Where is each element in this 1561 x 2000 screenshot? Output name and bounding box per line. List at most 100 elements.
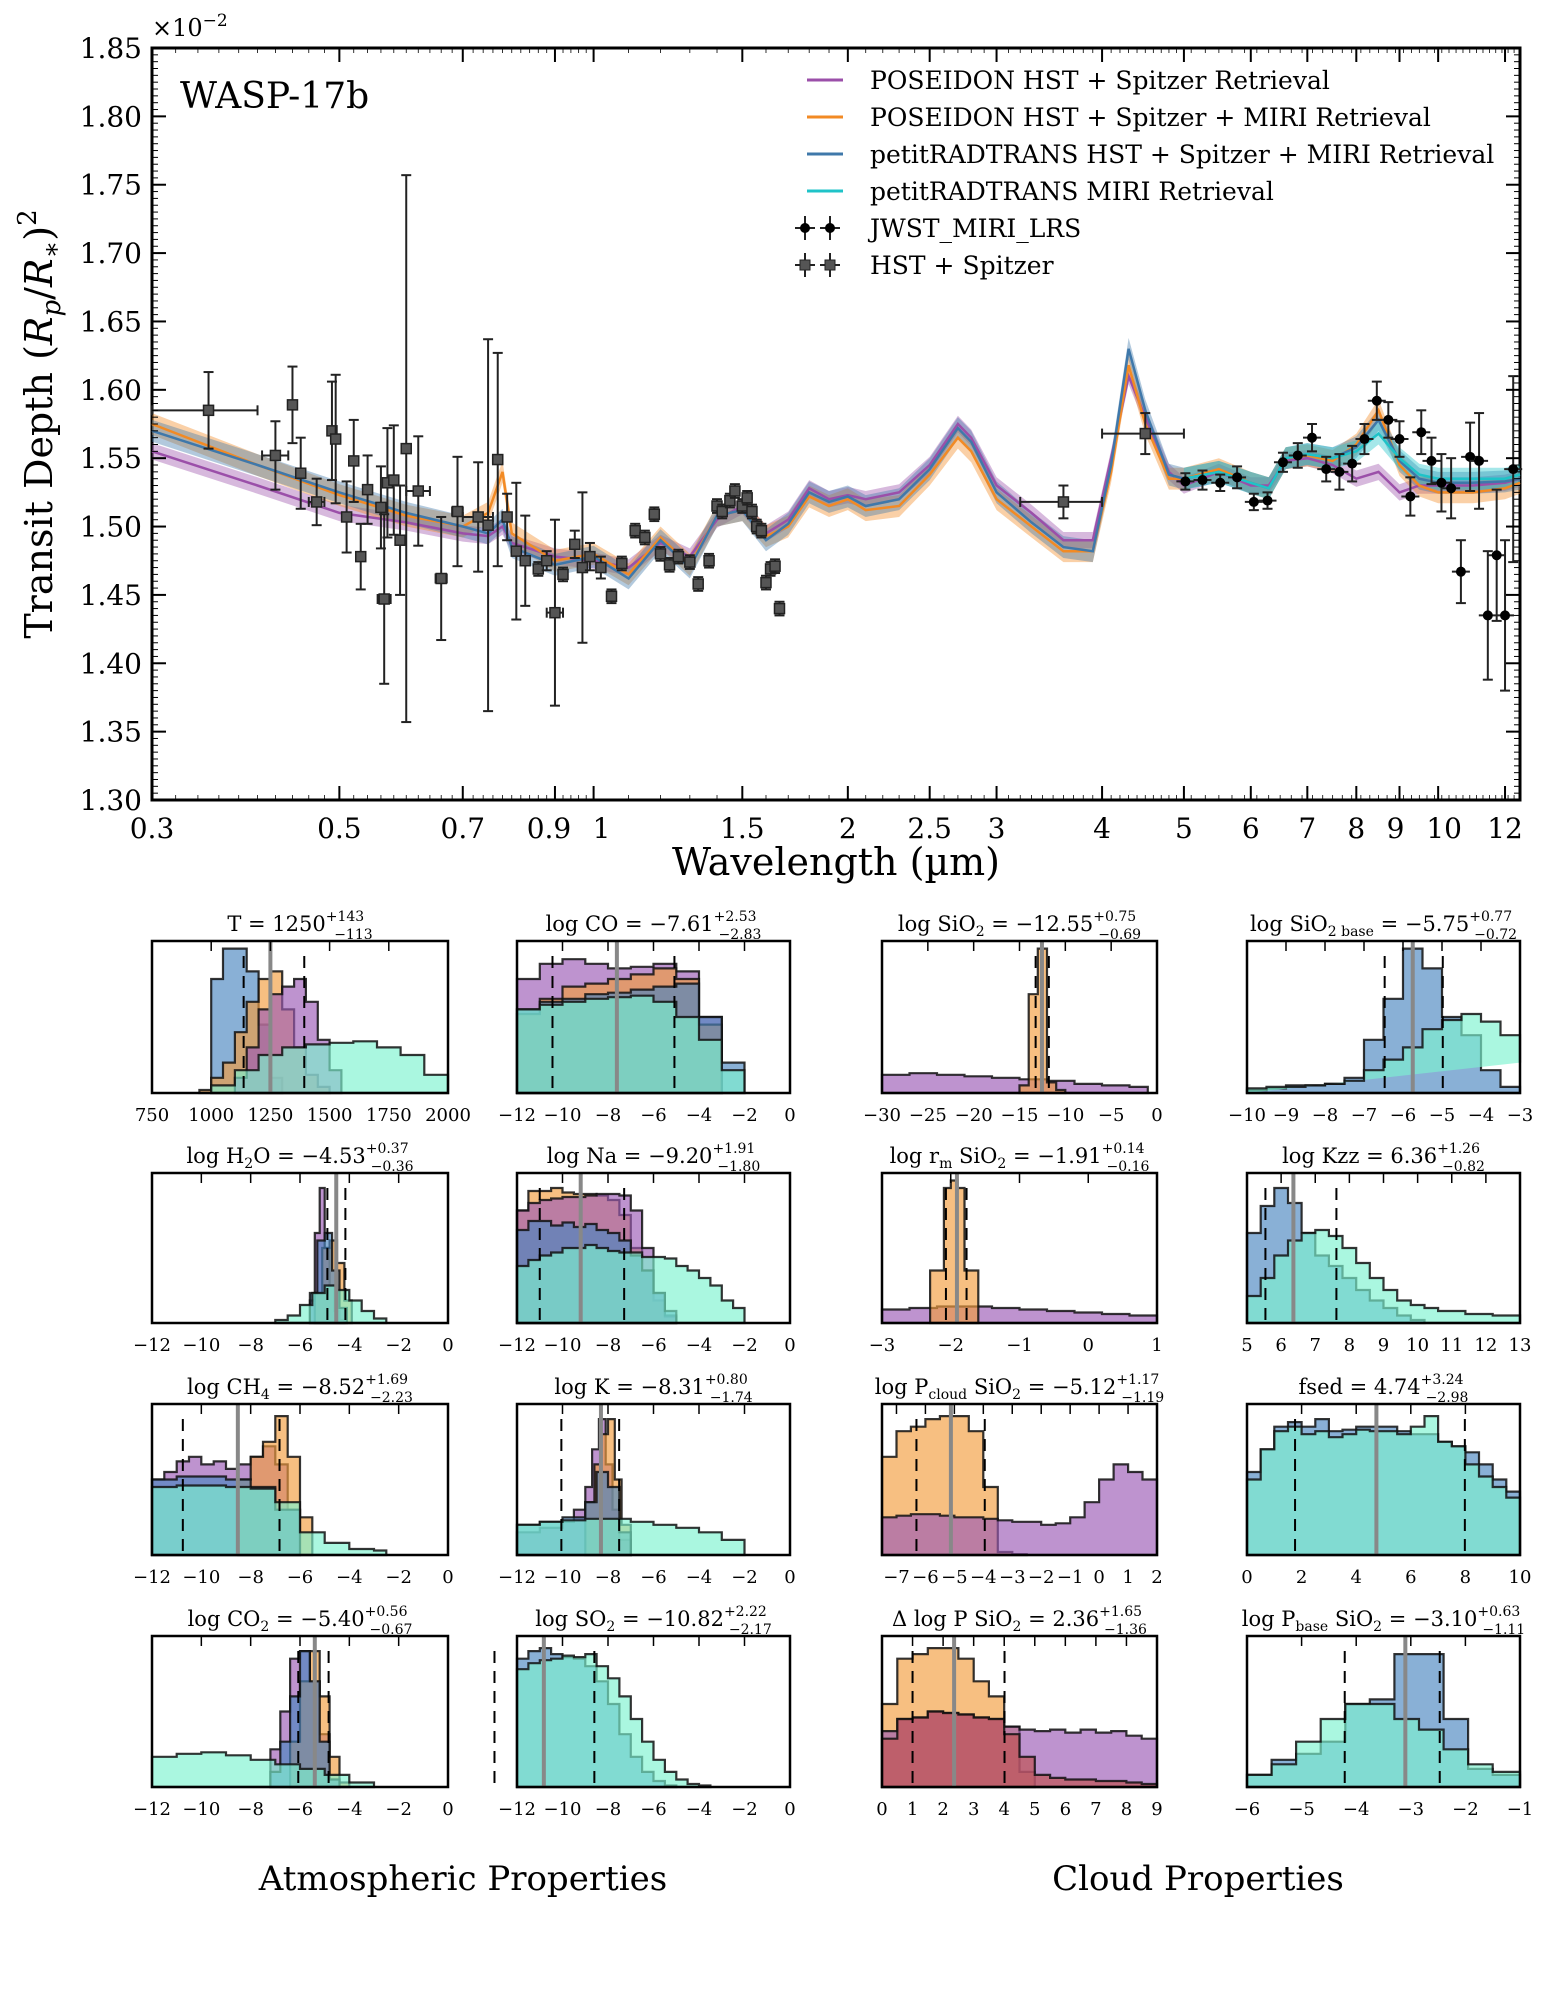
legend-entry: HST + Spitzer — [795, 251, 1054, 280]
panel-frame — [880, 1402, 1159, 1557]
y-tick-label: 1.85 — [80, 32, 142, 65]
hst-spitzer-data-point — [451, 455, 464, 568]
panel-tick-label: −8 — [595, 1335, 622, 1356]
panel-tick-label: −8 — [595, 1105, 622, 1126]
panel-tick-label: 2 — [1296, 1567, 1307, 1588]
miri-data-point — [1330, 453, 1349, 491]
panel-tick-label: −8 — [237, 1335, 264, 1356]
x-tick-label: 0.9 — [527, 812, 572, 845]
miri-data-point — [1303, 423, 1322, 453]
posterior-panel-K: −12 −10 −8 −6 −4 −2 0 log K = −8.31+0.80 −1.74 — [498, 1372, 796, 1588]
x-tick-label: 4 — [1093, 812, 1111, 845]
posterior-panel-fsed: 0 2 4 6 8 10 fsed = 4.74+3.24 −2.98 — [1241, 1372, 1531, 1588]
posterior-panel-rmSiO2: −3 −2 −1 0 1 log rm SiO2 = −1.91+0.14 −0.16 — [869, 1141, 1163, 1356]
panel-tick-label: −10 — [544, 1799, 582, 1820]
hst-spitzer-data-point — [294, 436, 307, 510]
miri-data-point — [1288, 442, 1307, 469]
panel-title: log Pbase SiO2 = −3.10+0.63 −1.11 — [1242, 1604, 1525, 1638]
panel-tick-label: 1500 — [307, 1105, 353, 1126]
y-tick-label: 1.55 — [80, 442, 142, 475]
panel-tick-label: −4 — [686, 1799, 713, 1820]
panel-tick-label: −4 — [686, 1567, 713, 1588]
panel-tick-label: −10 — [544, 1335, 582, 1356]
panel-tick-label: 5 — [1029, 1799, 1040, 1820]
panel-tick-label: −8 — [1312, 1105, 1339, 1126]
panel-frame — [1245, 939, 1522, 1095]
panel-tick-label: −4 — [1468, 1105, 1495, 1126]
panel-tick-label: 1 — [907, 1799, 918, 1820]
hst-spitzer-data-point — [648, 506, 661, 523]
miri-data-point — [1422, 436, 1441, 486]
panel-tick-label: 0 — [1241, 1567, 1252, 1588]
posterior-panel-Pbase: −6 −5 −4 −3 −2 −1 log Pbase SiO2 = −3.10+0.63−… — [1234, 1604, 1534, 1820]
panel-title: log SO2 = −10.82+2.22 −2.17 — [535, 1604, 772, 1638]
x-axis-label: Wavelength (µm) — [672, 840, 1000, 884]
x-tick-label: 2.5 — [907, 812, 952, 845]
panel-tick-label: 1250 — [247, 1105, 293, 1126]
panel-tick-label: −4 — [686, 1335, 713, 1356]
panel-tick-label: 4 — [998, 1799, 1009, 1820]
hst-spitzer-data-point — [703, 552, 715, 569]
panel-tick-label: −6 — [1234, 1799, 1261, 1820]
panel-tick-label: 0 — [442, 1335, 453, 1356]
histogram-orange — [929, 1179, 980, 1325]
y-tick-label: 1.75 — [80, 169, 142, 202]
posterior-panel-CO: −12 −10 −8 −6 −4 −2 0 log CO = −7.61+2.53 −2.83 — [498, 909, 796, 1126]
hst-spitzer-data-point — [491, 351, 504, 568]
hst-spitzer-data-point — [1019, 484, 1104, 520]
panel-tick-label: 5 — [1241, 1335, 1252, 1356]
panel-tick-label: −8 — [595, 1567, 622, 1588]
hst-spitzer-data-point — [545, 518, 565, 707]
panel-tick-label: 0 — [784, 1567, 795, 1588]
miri-data-point — [1228, 465, 1247, 490]
spectrum-plot: 1.301.351.401.451.501.551.601.651.701.75… — [13, 11, 1523, 884]
hst-spitzer-data-point — [741, 489, 753, 506]
panel-tick-label: −20 — [955, 1105, 993, 1126]
histogram-mint — [1245, 1012, 1522, 1093]
hst-spitzer-data-point — [519, 514, 532, 607]
spectrum-content — [151, 174, 1523, 724]
posterior-panel-CO2: −12 −10 −8 −6 −4 −2 0 log CO2 = −5.40+0.56 −0.67 — [133, 1604, 454, 1820]
miri-data-point — [1401, 476, 1420, 517]
y-multiplier: ×10−2 — [152, 11, 228, 42]
model-line-0 — [151, 371, 1521, 569]
panel-tick-label: −5 — [1288, 1799, 1315, 1820]
panel-tick-label: 1750 — [366, 1105, 412, 1126]
panel-tick-label: −10 — [544, 1567, 582, 1588]
posterior-panel-SiO2base: −10 −9 −8 −7 −6 −5 −4 −3 log SiO2 base = −5.75+0… — [1228, 909, 1533, 1126]
hst-spitzer-data-point — [388, 424, 400, 536]
miri-data-point — [1355, 423, 1374, 456]
y-tick-label: 1.80 — [80, 100, 142, 133]
panel-tick-label: −2 — [385, 1799, 412, 1820]
panel-tick-label: −8 — [595, 1799, 622, 1820]
model-line-1 — [151, 364, 1521, 577]
panel-tick-label: 8 — [1344, 1335, 1355, 1356]
posterior-panel-Na: −12 −10 −8 −6 −4 −2 0 log Na = −9.20+1.91 −1.80 — [498, 1141, 796, 1356]
panel-tick-label: −6 — [640, 1799, 667, 1820]
model-band-0 — [152, 367, 1520, 576]
panel-tick-label: −6 — [287, 1335, 314, 1356]
panel-tick-label: −7 — [1351, 1105, 1378, 1126]
hst-spitzer-data-point — [584, 541, 596, 572]
panel-title: log Pcloud SiO2 = −5.12+1.17 −1.19 — [875, 1372, 1164, 1406]
panel-frame — [880, 939, 1159, 1095]
panel-tick-label: −6 — [1390, 1105, 1417, 1126]
posterior-panel-Kzz: 5 6 7 8 9 10 11 12 13 log Kzz = 6.36+1.26 −0.82 — [1241, 1141, 1531, 1356]
histogram-mint — [274, 1284, 388, 1325]
panel-frame — [1245, 1402, 1522, 1557]
panel-tick-label: 1 — [1151, 1335, 1162, 1356]
hst-spitzer-data-point — [769, 558, 781, 575]
legend-label: POSEIDON HST + Spitzer + MIRI Retrieval — [870, 103, 1431, 132]
panel-frame — [150, 1171, 450, 1325]
plot-title: WASP-17b — [180, 76, 369, 117]
posterior-panel-SiO2: −30 −25 −20 −15 −10 −5 0 log SiO2 = −12.55+0.75… — [863, 909, 1163, 1126]
panel-tick-label: −2 — [1028, 1567, 1055, 1588]
posterior-panel-H2O: −12 −10 −8 −6 −4 −2 0 log H2O = −4.53+0.37 −0.36 — [133, 1141, 454, 1356]
panel-title: log K = −8.31+0.80 −1.74 — [554, 1372, 752, 1406]
hst-spitzer-data-point — [540, 550, 553, 572]
panel-title: log CH4 = −8.52+1.69 −2.23 — [187, 1372, 413, 1406]
legend-marker-square — [799, 259, 811, 271]
legend-marker-circle — [825, 223, 835, 233]
panel-tick-label: −2 — [1452, 1799, 1479, 1820]
